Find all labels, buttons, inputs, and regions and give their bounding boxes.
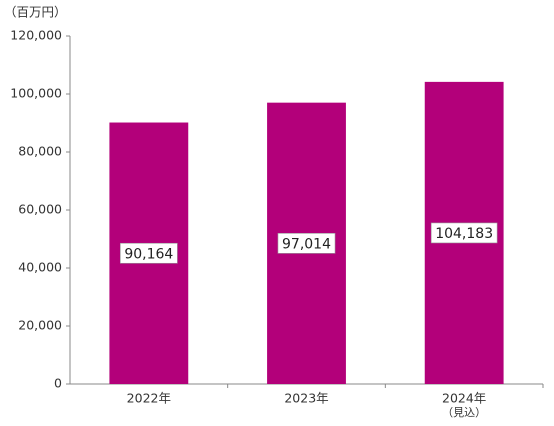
x-tick-label: 2024年 xyxy=(442,391,486,406)
value-label: 90,164 xyxy=(124,246,173,262)
y-tick-label: 20,000 xyxy=(18,318,62,333)
y-tick-label: 120,000 xyxy=(10,28,62,43)
value-label: 97,014 xyxy=(282,236,331,252)
category-note: （見込） xyxy=(442,406,486,419)
value-label-box xyxy=(430,222,498,244)
y-tick-label: 60,000 xyxy=(18,202,62,217)
x-tick-label: 2022年 xyxy=(127,391,171,406)
y-tick-label: 0 xyxy=(54,376,62,391)
y-tick-label: 80,000 xyxy=(18,144,62,159)
x-tick-label: 2023年 xyxy=(284,391,328,406)
y-tick-label: 100,000 xyxy=(10,86,62,101)
value-label-box xyxy=(277,233,336,254)
value-label: 104,183 xyxy=(435,226,493,242)
y-tick-label: 40,000 xyxy=(18,260,62,275)
unit-label: （百万円） xyxy=(4,5,67,20)
value-label-box xyxy=(119,242,178,264)
